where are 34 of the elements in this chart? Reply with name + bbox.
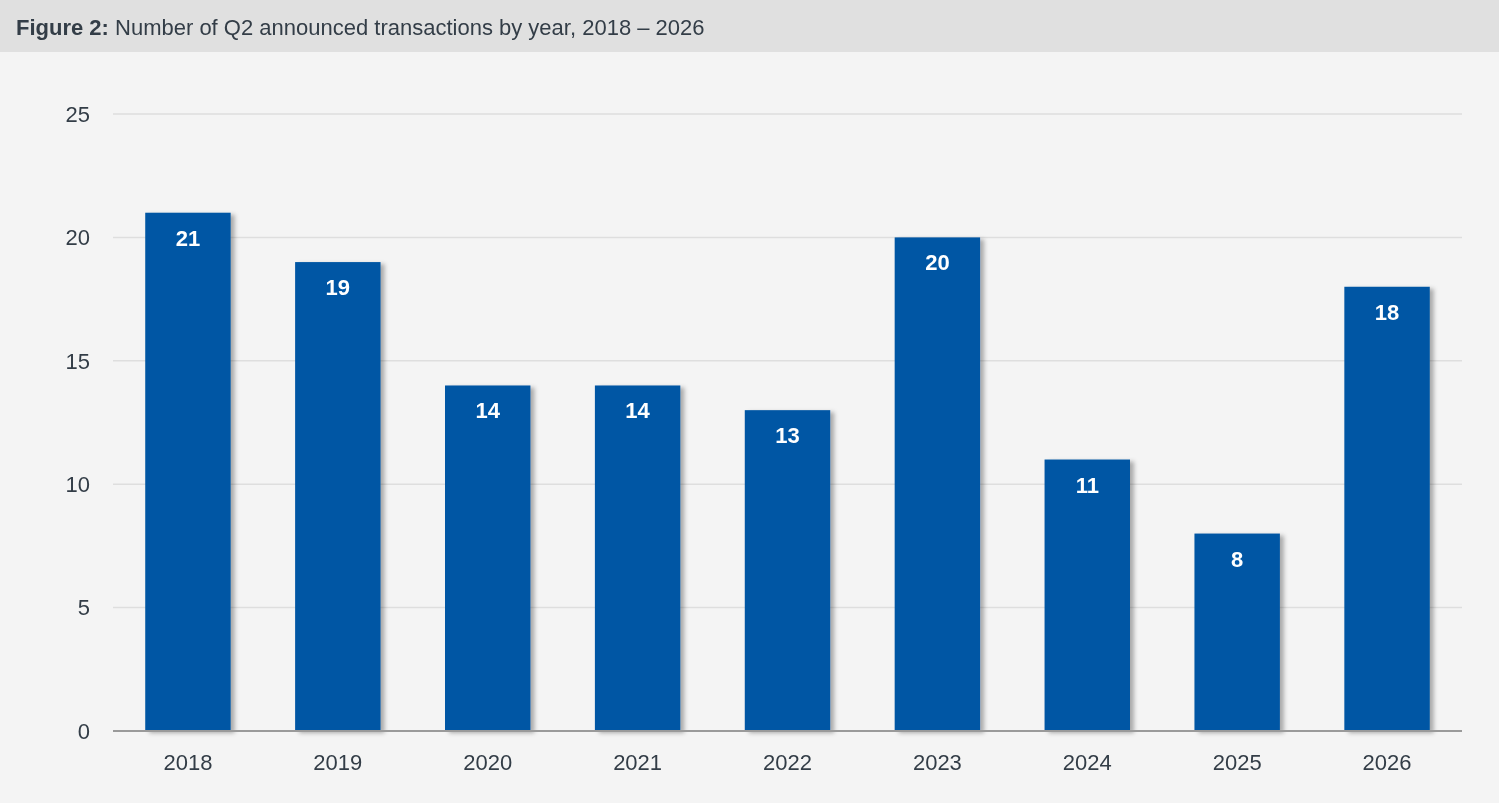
x-tick-label: 2020 (463, 750, 513, 775)
y-tick-label: 5 (77, 595, 90, 621)
data-label: 19 (325, 275, 351, 301)
data-label: 11 (1075, 472, 1099, 498)
data-label: 18 (1374, 299, 1400, 325)
bar (744, 410, 831, 731)
bar (1344, 286, 1430, 731)
bar (1044, 459, 1130, 731)
x-tick-label: 2024 (1062, 750, 1112, 775)
y-tick-label: 25 (65, 101, 90, 127)
y-tick-label: 15 (65, 348, 90, 374)
bar (594, 385, 681, 731)
bar (445, 385, 531, 731)
data-label: 14 (625, 398, 651, 424)
y-tick-label: 10 (65, 471, 90, 497)
data-label: 20 (925, 250, 950, 276)
bar (145, 212, 231, 731)
data-label: 14 (475, 398, 501, 424)
y-tick-label: 20 (65, 225, 90, 251)
x-tick-label: 2025 (1212, 750, 1262, 775)
x-tick-label: 2026 (1362, 750, 1412, 775)
x-tick-label: 2019 (313, 750, 363, 775)
data-label: 13 (775, 423, 800, 449)
data-label: 8 (1231, 546, 1244, 572)
bar (894, 237, 981, 731)
bar (295, 262, 381, 731)
data-label: 21 (175, 225, 201, 251)
bar (1194, 533, 1280, 731)
y-tick-label: 0 (77, 718, 90, 744)
x-tick-label: 2022 (763, 750, 812, 775)
chart-title: Figure 2: Number of Q2 announced transactions by year, 2018 – 2026 (16, 15, 705, 40)
x-tick-label: 2018 (163, 750, 213, 775)
x-tick-label: 2021 (613, 750, 663, 775)
x-tick-label: 2023 (912, 750, 962, 775)
